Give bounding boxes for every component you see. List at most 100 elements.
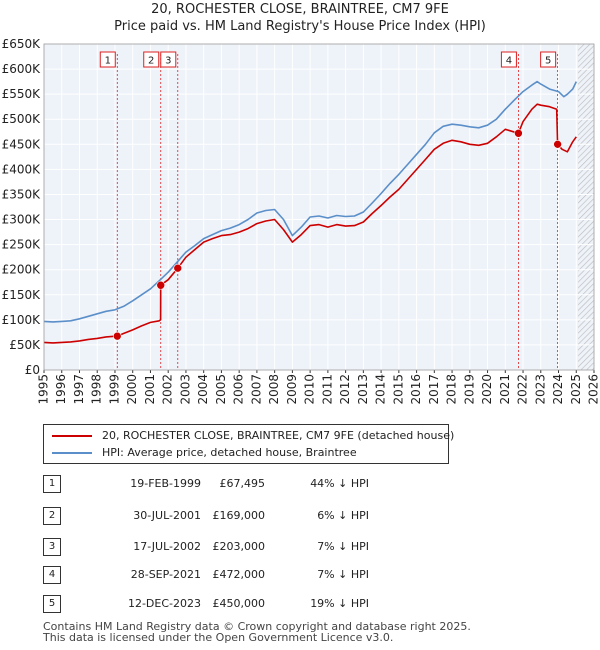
x-tick-label: 2020 (480, 374, 494, 405)
transaction-number: 2 (43, 507, 61, 525)
transaction-number: 1 (43, 475, 61, 493)
x-tick-label: 2010 (303, 374, 317, 405)
x-tick-label: 2022 (516, 374, 530, 405)
sale-label-box: 4 (500, 51, 517, 68)
plot-border (43, 43, 595, 371)
chart-title: 20, ROCHESTER CLOSE, BRAINTREE, CM7 9FE (151, 2, 449, 17)
y-tick-label: £250K (2, 238, 42, 252)
sale-point (112, 331, 122, 341)
x-tick-label: 2019 (462, 374, 476, 405)
x-tick-label: 2016 (409, 374, 423, 405)
legend-label-hpi: HPI: Average price, detached house, Brai… (102, 446, 357, 459)
transaction-hpi-diff: 7% ↓ HPI (317, 540, 369, 553)
footer-copyright: Contains HM Land Registry data © Crown c… (43, 620, 471, 633)
sale-label-number: 1 (105, 56, 111, 67)
transaction-date: 30-JUL-2001 (133, 509, 201, 522)
x-tick-label: 2013 (356, 374, 370, 405)
legend-label-property: 20, ROCHESTER CLOSE, BRAINTREE, CM7 9FE … (102, 429, 455, 442)
transaction-number: 3 (43, 538, 61, 556)
transaction-date: 12-DEC-2023 (127, 597, 201, 610)
y-tick-label: £600K (2, 62, 42, 76)
footer-licence: This data is licensed under the Open Gov… (43, 631, 394, 644)
y-tick-label: £100K (2, 313, 42, 327)
x-tick-label: 1997 (72, 374, 86, 405)
x-tick-label: 2024 (551, 374, 565, 405)
x-tick-label: 2017 (427, 374, 441, 405)
x-tick-label: 2002 (161, 374, 175, 405)
x-tick-label: 2001 (143, 374, 157, 405)
x-tick-label: 2021 (498, 374, 512, 405)
x-tick-label: 2003 (178, 374, 192, 405)
x-tick-label: 2009 (285, 374, 299, 405)
x-tick-label: 2026 (587, 374, 600, 405)
transaction-price: £67,495 (219, 477, 266, 490)
y-tick-label: £500K (2, 112, 42, 126)
sale-label-frame (99, 51, 116, 68)
x-tick-label: 1999 (107, 374, 121, 405)
table-row: 3 17-JUL-2002 £203,000 7% ↓ HPI (43, 538, 463, 556)
transaction-hpi-diff: 7% ↓ HPI (317, 568, 369, 581)
sale-point (514, 128, 523, 138)
transaction-date: 17-JUL-2002 (133, 540, 201, 553)
transaction-date: 28-SEP-2021 (130, 568, 201, 581)
x-tick-label: 2005 (214, 374, 228, 405)
x-tick-label: 1995 (37, 374, 51, 405)
sale-label-box: 5 (540, 51, 557, 68)
sale-label-box: 2 (143, 51, 160, 68)
sale-label-frame (500, 51, 517, 68)
future-hatch-region (578, 44, 594, 370)
x-tick-label: 2015 (391, 374, 405, 405)
table-row: 2 30-JUL-2001 £169,000 6% ↓ HPI (43, 507, 463, 525)
x-tick-label: 2025 (569, 374, 583, 405)
x-tick-label: 1996 (54, 374, 68, 405)
legend: 20, ROCHESTER CLOSE, BRAINTREE, CM7 9FE … (43, 424, 454, 464)
transaction-price: £450,000 (212, 597, 266, 610)
y-tick-label: £50K (9, 338, 41, 352)
transaction-price: £472,000 (212, 568, 266, 581)
sale-label-number: 4 (506, 56, 512, 67)
transaction-price: £203,000 (212, 540, 266, 553)
y-tick-label: £350K (2, 187, 42, 201)
transaction-number: 4 (43, 566, 61, 584)
sale-point (173, 263, 183, 273)
plot-area (44, 44, 594, 370)
sale-label-box: 3 (160, 51, 177, 68)
y-tick-label: £650K (2, 37, 42, 51)
transaction-number: 5 (43, 595, 61, 613)
x-tick-label: 2011 (320, 374, 334, 405)
y-tick-label: £200K (2, 263, 42, 277)
x-tick-label: 1998 (90, 374, 104, 405)
x-tick-label: 2012 (338, 374, 352, 405)
transaction-hpi-diff: 6% ↓ HPI (317, 509, 369, 522)
transaction-date: 19-FEB-1999 (130, 477, 201, 490)
sale-label-frame (143, 51, 160, 68)
chart-subtitle: Price paid vs. HM Land Registry's House … (114, 19, 486, 34)
transaction-price: £169,000 (212, 509, 266, 522)
y-tick-label: £450K (2, 137, 42, 151)
hpi-series-line (43, 80, 578, 323)
x-tick-label: 2004 (196, 374, 210, 405)
transaction-hpi-diff: 19% ↓ HPI (310, 597, 369, 610)
x-tick-label: 2023 (533, 374, 547, 405)
x-tick-label: 2006 (232, 374, 246, 405)
sale-label-box: 1 (99, 51, 116, 68)
y-tick-label: £400K (2, 162, 42, 176)
y-tick-label: £150K (2, 288, 42, 302)
y-tick-label: £550K (2, 87, 42, 101)
sale-label-number: 2 (148, 56, 154, 67)
legend-swatch-property (52, 435, 92, 437)
transaction-hpi-diff: 44% ↓ HPI (310, 477, 369, 490)
x-tick-label: 2000 (125, 374, 139, 405)
table-row: 5 12-DEC-2023 £450,000 19% ↓ HPI (43, 595, 463, 613)
legend-swatch-hpi (52, 452, 92, 454)
x-tick-label: 2014 (374, 374, 388, 405)
table-row: 1 19-FEB-1999 £67,495 44% ↓ HPI (43, 475, 463, 493)
sale-label-frame (160, 51, 177, 68)
table-row: 4 28-SEP-2021 £472,000 7% ↓ HPI (43, 566, 463, 584)
sale-point (156, 280, 166, 290)
y-tick-label: £0 (25, 363, 40, 377)
x-tick-label: 2018 (445, 374, 459, 405)
x-tick-label: 2008 (267, 374, 281, 405)
sale-point (553, 140, 562, 149)
y-tick-label: £300K (2, 213, 42, 227)
